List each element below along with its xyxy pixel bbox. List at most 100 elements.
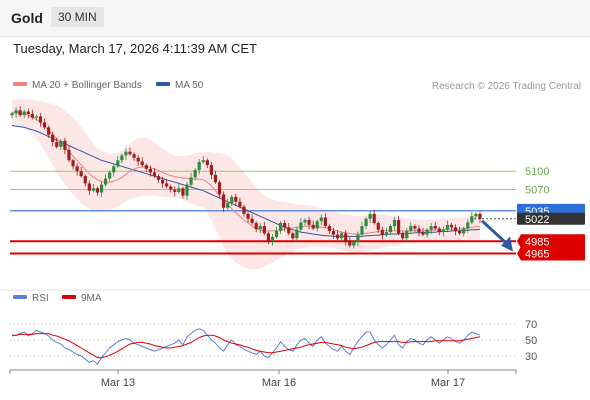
candle-body bbox=[445, 224, 450, 230]
forecast-arrow-head bbox=[501, 236, 513, 252]
candle bbox=[388, 224, 393, 236]
candle-body bbox=[364, 218, 368, 227]
legend-ma50-label: MA 50 bbox=[175, 80, 204, 91]
candle bbox=[348, 237, 352, 248]
candle bbox=[364, 216, 368, 230]
candle bbox=[95, 186, 100, 196]
candle-body bbox=[22, 111, 26, 116]
candle bbox=[307, 216, 311, 230]
candle-body bbox=[144, 165, 148, 169]
candle-body bbox=[79, 171, 83, 177]
candle bbox=[344, 230, 348, 246]
support-label-4965: 4965 bbox=[525, 248, 549, 260]
candle bbox=[83, 174, 87, 187]
candle bbox=[319, 214, 323, 226]
candle bbox=[262, 221, 266, 236]
candle bbox=[120, 153, 124, 164]
candle-body bbox=[409, 226, 413, 231]
candle bbox=[360, 221, 364, 237]
candle-body bbox=[425, 229, 429, 235]
legend-ma20: MA 20 + Bollinger Bands bbox=[13, 80, 142, 91]
candle-body bbox=[226, 202, 230, 208]
candle bbox=[278, 221, 283, 234]
candle bbox=[205, 158, 209, 169]
candle bbox=[303, 218, 307, 226]
candle-body bbox=[47, 127, 51, 135]
candle bbox=[91, 184, 95, 193]
candle-body bbox=[124, 151, 128, 156]
candle-body bbox=[230, 196, 234, 203]
legend-9ma: 9MA bbox=[62, 293, 102, 304]
candle bbox=[160, 176, 165, 188]
candle bbox=[63, 137, 67, 155]
candle-body bbox=[181, 188, 185, 196]
candle-body bbox=[185, 184, 189, 196]
candle bbox=[148, 165, 152, 177]
last-price-label-5022: 5022 bbox=[525, 214, 549, 226]
chart-header: Gold 30 MIN bbox=[0, 0, 590, 37]
candle-body bbox=[201, 160, 205, 163]
candle bbox=[30, 109, 34, 120]
candle-body bbox=[344, 233, 348, 242]
candle bbox=[466, 219, 470, 233]
candle bbox=[140, 157, 144, 167]
x-tick-label: Mar 17 bbox=[431, 377, 465, 389]
ma20-line bbox=[12, 112, 481, 235]
candle-body bbox=[462, 228, 466, 234]
candle bbox=[128, 147, 132, 156]
candle-body bbox=[140, 161, 144, 166]
candle-body bbox=[104, 178, 108, 185]
candle-body bbox=[392, 219, 397, 227]
candle bbox=[99, 181, 104, 197]
candle bbox=[87, 180, 91, 195]
candle bbox=[18, 106, 22, 117]
candle-body bbox=[108, 172, 112, 179]
candle bbox=[429, 223, 433, 234]
candle-body bbox=[319, 217, 323, 222]
candle-body bbox=[295, 229, 299, 239]
candle bbox=[299, 218, 303, 232]
support-tag-4985 bbox=[517, 234, 585, 249]
candle bbox=[156, 174, 161, 183]
ma50-swatch bbox=[156, 82, 170, 87]
candle bbox=[112, 163, 116, 177]
candle-body bbox=[327, 226, 332, 231]
candle bbox=[417, 225, 421, 237]
candle bbox=[315, 219, 319, 232]
candle bbox=[441, 226, 445, 237]
rsi-swatch bbox=[13, 295, 27, 300]
candle-body bbox=[128, 151, 132, 155]
last-price-tag bbox=[517, 212, 585, 225]
candle-body bbox=[18, 110, 22, 116]
candle bbox=[177, 184, 181, 194]
candle bbox=[226, 198, 230, 210]
candle-body bbox=[348, 241, 352, 246]
candle-body bbox=[222, 194, 226, 208]
candle bbox=[254, 221, 258, 233]
legend-rsi-label: RSI bbox=[32, 293, 49, 304]
candle-body bbox=[458, 230, 462, 234]
candle-body bbox=[311, 224, 315, 229]
candle bbox=[75, 163, 79, 176]
candle-body bbox=[136, 157, 140, 162]
candle-body bbox=[10, 113, 14, 116]
candle bbox=[340, 231, 344, 242]
candle-body bbox=[95, 188, 100, 193]
forecast-arrow-shaft bbox=[480, 219, 511, 247]
candle-body bbox=[112, 166, 116, 173]
legend-rsi: RSI bbox=[13, 293, 49, 304]
candle bbox=[397, 215, 401, 236]
candle-body bbox=[258, 226, 262, 230]
candle-body bbox=[91, 188, 95, 191]
candle-body bbox=[441, 229, 445, 233]
timeframe-button[interactable]: 30 MIN bbox=[51, 7, 104, 27]
support-label-4985: 4985 bbox=[525, 236, 549, 248]
candles bbox=[10, 106, 482, 249]
candle-body bbox=[340, 233, 344, 239]
candle bbox=[165, 179, 169, 189]
candle bbox=[425, 227, 429, 238]
candle bbox=[409, 221, 413, 233]
candle-body bbox=[55, 141, 59, 147]
candle bbox=[230, 194, 234, 206]
